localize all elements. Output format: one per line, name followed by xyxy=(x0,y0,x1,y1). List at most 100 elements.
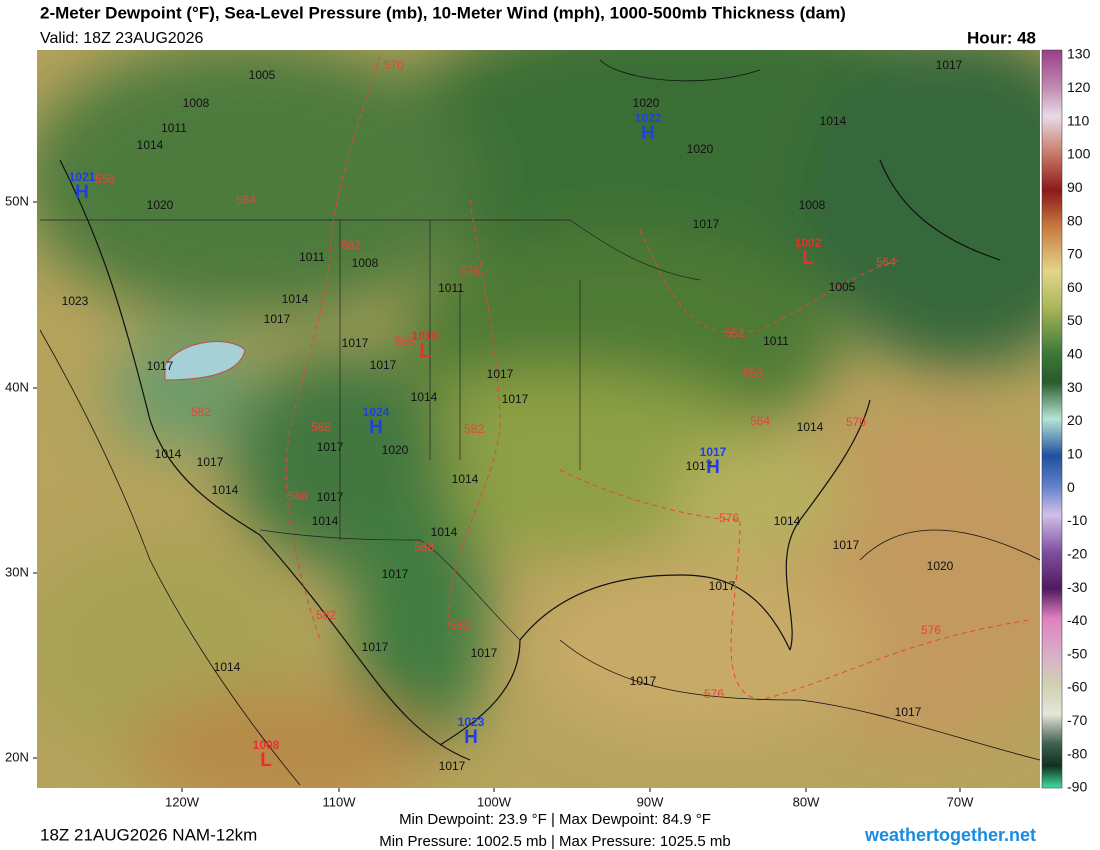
pressure-label: 1017 xyxy=(709,579,736,593)
colorbar-tick-label: 80 xyxy=(1067,212,1083,228)
pressure-label: 1017 xyxy=(439,759,466,773)
colorbar-tick-label: 60 xyxy=(1067,279,1083,295)
low-value: 1002 xyxy=(795,236,822,250)
high-value: 1017 xyxy=(700,445,727,459)
contour-labels: 1005 1008 1011 1014 1020 1023 1017 1014 1017 1014… xyxy=(62,58,963,773)
thickness-label: 582 xyxy=(191,405,211,419)
lon-label: 110W xyxy=(323,794,357,809)
pressure-label: 1014 xyxy=(774,514,801,528)
pressure-label: 1014 xyxy=(282,292,309,306)
thickness-label: 588 xyxy=(311,420,331,434)
pressure-label: 1014 xyxy=(137,138,164,152)
forecast-hour: Hour: 48 xyxy=(967,28,1036,47)
dewpoint-field xyxy=(37,50,1040,788)
pressure-label: 1017 xyxy=(370,358,397,372)
pressure-label: 1005 xyxy=(829,280,856,294)
pressure-contours xyxy=(39,59,1040,786)
colorbar-tick-label: 40 xyxy=(1067,346,1083,362)
pressure-label: 1017 xyxy=(630,674,657,688)
colorbar-tick-label: 50 xyxy=(1067,312,1083,328)
pressure-label: 1017 xyxy=(147,359,174,373)
pressure-label: 1017 xyxy=(317,490,344,504)
thickness-label: 588 xyxy=(395,334,415,348)
low-value: 1010 xyxy=(412,329,439,343)
pressure-label: 1011 xyxy=(299,250,325,264)
pressure-label: 1014 xyxy=(411,390,438,404)
low-value: 1008 xyxy=(253,738,280,752)
colorbar-tick-label: -30 xyxy=(1067,579,1087,595)
high-value: 1022 xyxy=(635,111,662,125)
pressure-label: 1017 xyxy=(317,440,344,454)
pressure-label: 1008 xyxy=(183,96,210,110)
pressure-label: 1014 xyxy=(155,447,182,461)
thickness-label: 582 xyxy=(316,608,336,622)
thickness-label: 564 xyxy=(236,193,256,207)
colorbar xyxy=(1041,49,1063,789)
lon-label: 70W xyxy=(947,794,974,809)
pressure-label: 1017 xyxy=(936,58,963,72)
lon-label: 80W xyxy=(793,794,820,809)
pressure-label: 1005 xyxy=(249,68,276,82)
pressure-label: 1020 xyxy=(687,142,714,156)
pressure-label: 1014 xyxy=(452,472,479,486)
colorbar-tick-label: -10 xyxy=(1067,512,1087,528)
thickness-label: 588 xyxy=(288,489,308,503)
pressure-label: 1011 xyxy=(763,334,789,348)
pressure-label: 1020 xyxy=(147,198,174,212)
pressure-label: 1023 xyxy=(62,294,89,308)
colorbar-tick-label: 20 xyxy=(1067,412,1083,428)
high-value: 1021 xyxy=(69,170,96,184)
colorbar-tick-label: 10 xyxy=(1067,446,1083,462)
coastlines xyxy=(59,159,1001,761)
thickness-label: 576 xyxy=(460,264,480,278)
lon-label: 100W xyxy=(477,794,512,809)
lat-label: 30N xyxy=(5,564,29,579)
pressure-label: 1014 xyxy=(312,514,339,528)
high-symbol: H xyxy=(369,417,383,438)
high-symbol: H xyxy=(641,123,655,144)
colorbar-tick-label: 100 xyxy=(1067,146,1091,162)
colorbar-tick-label: 30 xyxy=(1067,379,1083,395)
thickness-label: 570 xyxy=(384,58,404,72)
pressure-label: 1017 xyxy=(693,217,720,231)
thickness-contours xyxy=(285,54,1031,701)
pressure-label: 1017 xyxy=(686,459,713,473)
thickness-label: 552 xyxy=(725,326,745,340)
colorbar-tick-label: 110 xyxy=(1067,112,1090,128)
pressure-label: 1020 xyxy=(927,559,954,573)
pressure-label: 1017 xyxy=(487,367,514,381)
low-symbol: L xyxy=(419,341,431,362)
high-symbol: H xyxy=(706,457,720,478)
colorbar-tick-label: -80 xyxy=(1067,745,1087,761)
colorbar-tick-label: 120 xyxy=(1067,79,1091,95)
pressure-label: 1014 xyxy=(212,483,239,497)
high-value: 1023 xyxy=(458,715,485,729)
lat-label: 50N xyxy=(5,193,29,208)
map-area: 1005 1008 1011 1014 1020 1023 1017 1014 1017 1014… xyxy=(37,50,1040,788)
thickness-label: 576 xyxy=(704,687,724,701)
thickness-label: 576 xyxy=(719,511,739,525)
pressure-label: 1020 xyxy=(633,96,660,110)
valid-time: Valid: 18Z 23AUG2026 xyxy=(40,30,203,47)
thickness-label: 588 xyxy=(414,540,434,554)
colorbar-tick-label: 0 xyxy=(1067,479,1075,495)
pressure-label: 1014 xyxy=(820,114,847,128)
low-symbol: L xyxy=(260,750,272,771)
pressure-label: 1014 xyxy=(431,525,458,539)
lon-label: 120W xyxy=(165,794,200,809)
pressure-label: 1017 xyxy=(342,336,369,350)
pressure-label: 1008 xyxy=(352,256,379,270)
low-symbol: L xyxy=(802,248,814,269)
lat-label: 40N xyxy=(5,379,29,394)
thickness-label: 582 xyxy=(450,618,470,632)
pressure-label: 1017 xyxy=(362,640,389,654)
axis-labels: 50N 40N 30N 20N 120W 110W 100W 90W 80W 70W xyxy=(5,193,974,809)
pressure-label: 1017 xyxy=(471,646,498,660)
model-run: 18Z 21AUG2026 NAM-12km xyxy=(40,825,257,844)
dry-region xyxy=(164,341,246,381)
pressure-range: Min Pressure: 1002.5 mb | Max Pressure: … xyxy=(379,833,731,850)
pressure-label: 1011 xyxy=(161,121,187,135)
thickness-label: 582 xyxy=(341,238,361,252)
dewpoint-range: Min Dewpoint: 23.9 °F | Max Dewpoint: 84… xyxy=(399,811,711,828)
high-symbol: H xyxy=(75,182,89,203)
